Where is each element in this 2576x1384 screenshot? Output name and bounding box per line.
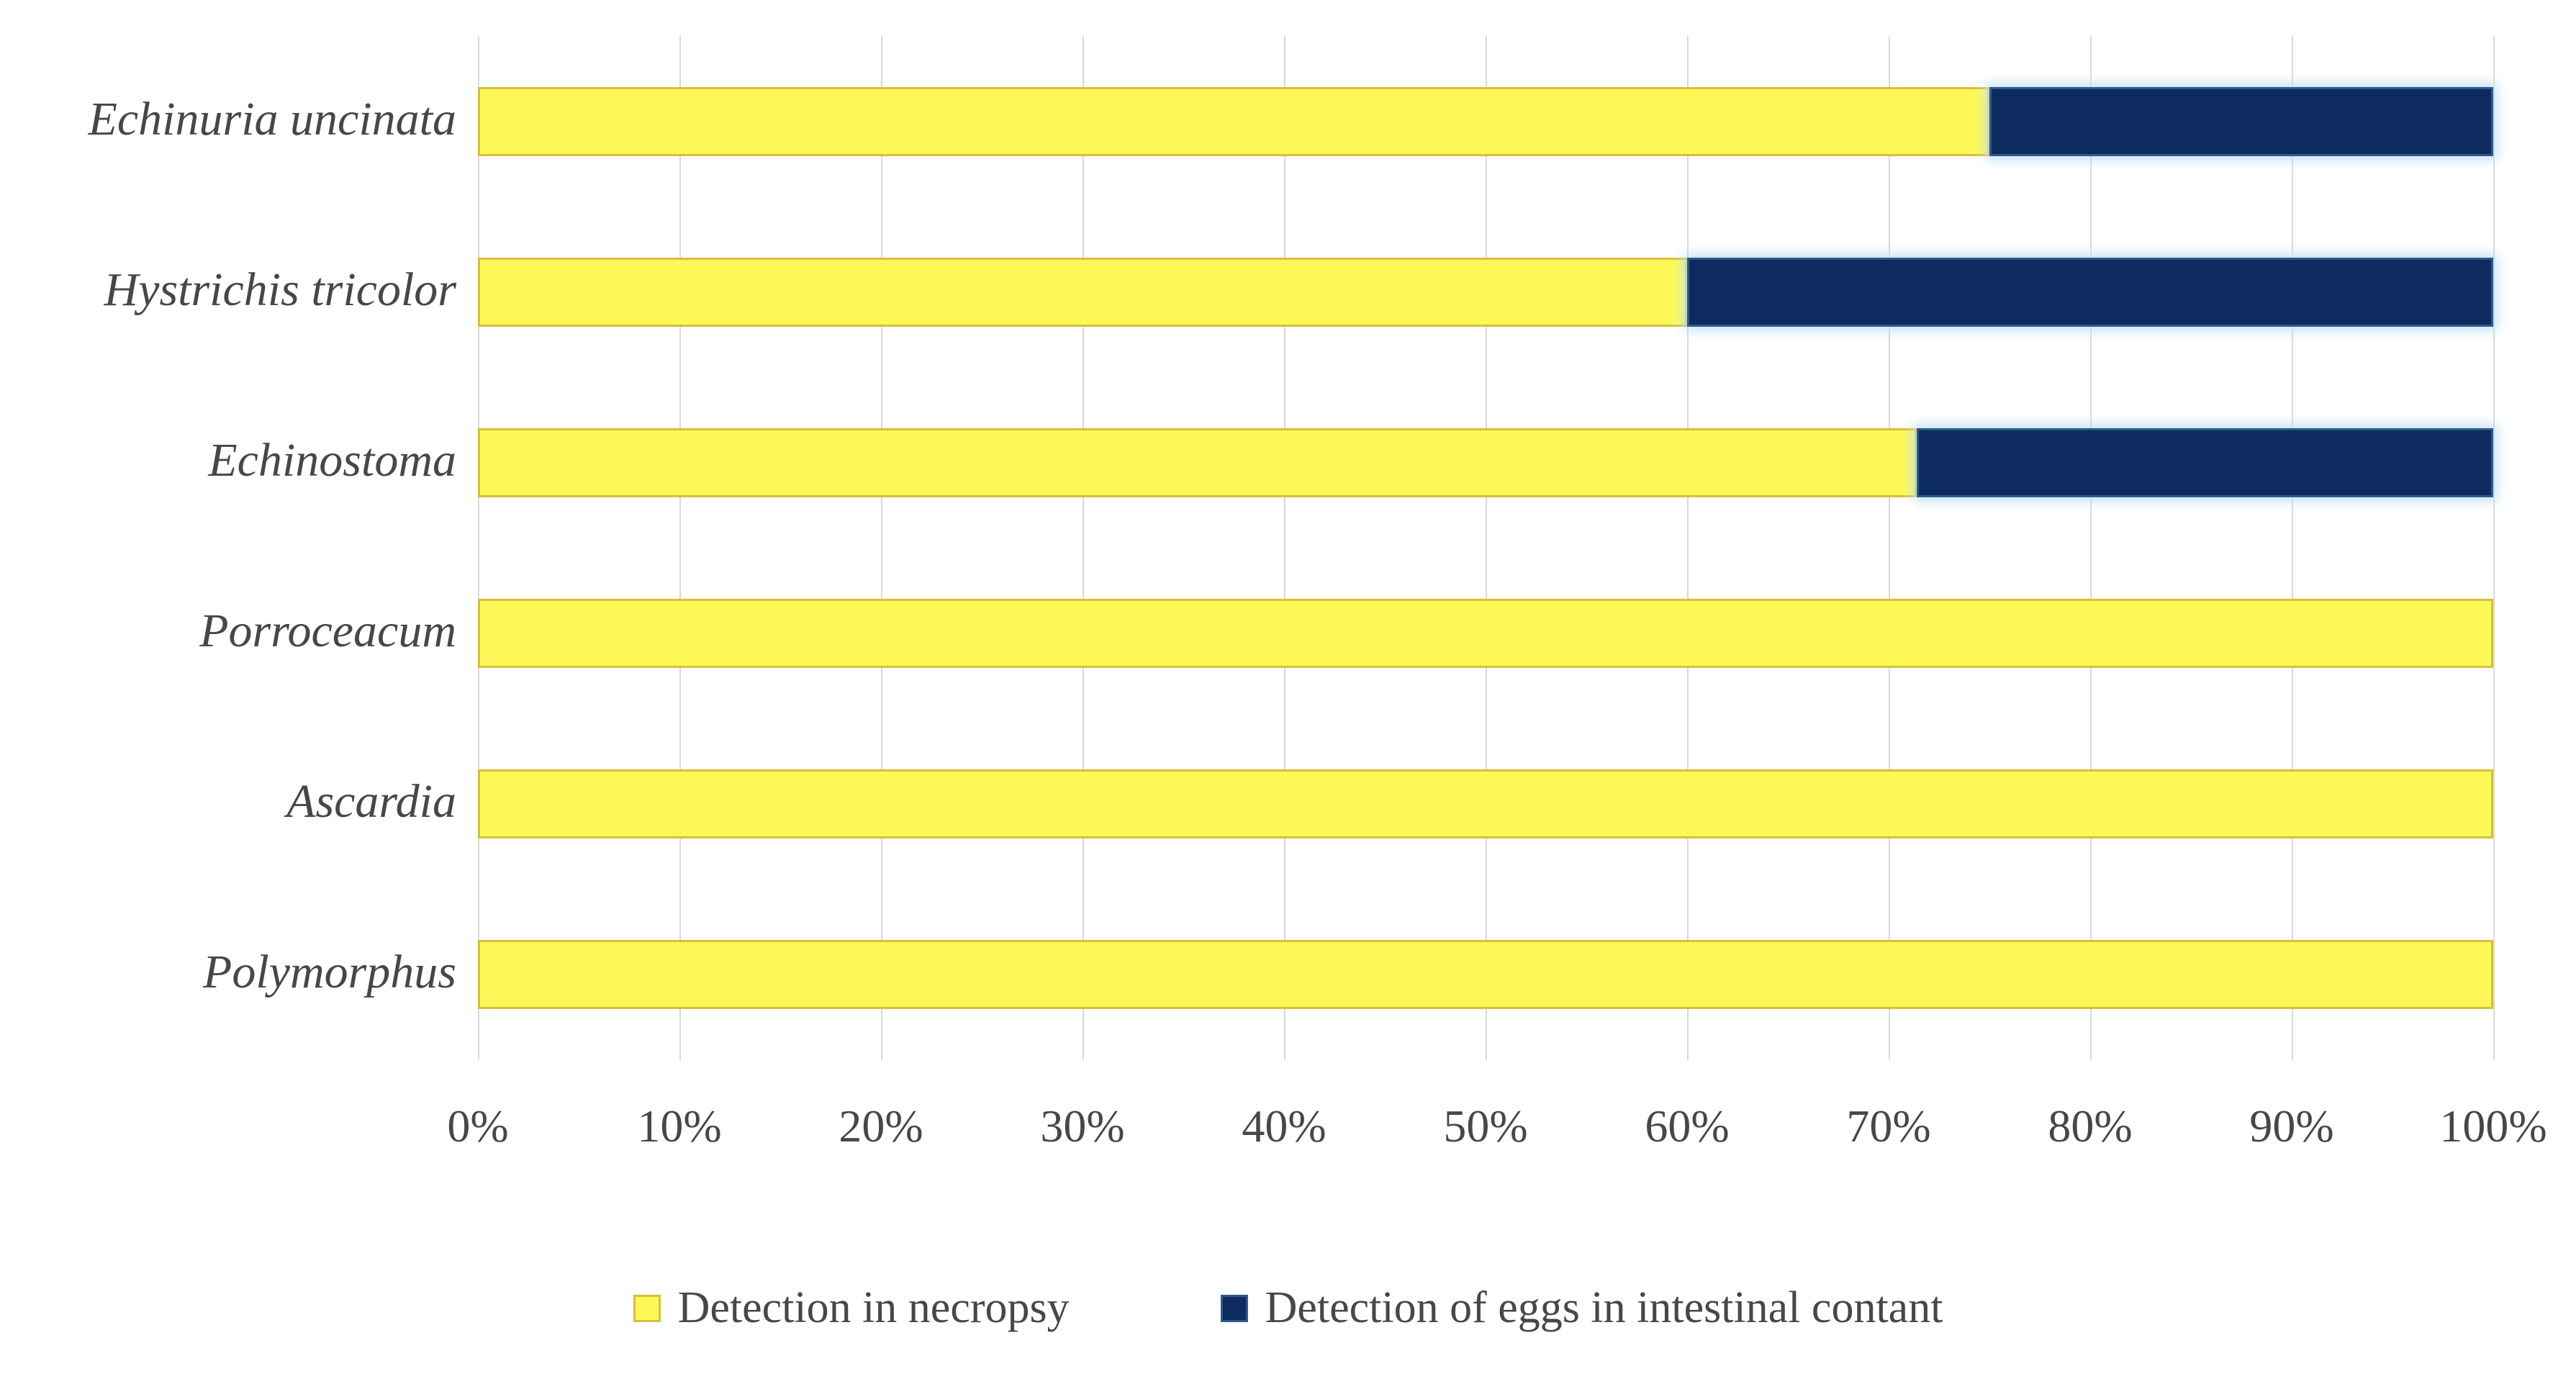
x-tick-label: 80% [2048,1100,2133,1152]
x-tick-label: 40% [1242,1100,1327,1152]
gridline-40% [1284,36,1285,1060]
gridline-80% [2090,36,2092,1060]
bar-segment-eggs [1687,257,2493,327]
legend-swatch-eggs-icon [1220,1294,1248,1322]
gridline-0% [478,36,479,1060]
bar-segment-necropsy [478,428,1917,497]
gridline-70% [1889,36,1890,1060]
bar-row-4 [478,548,2493,719]
x-tick-label: 0% [447,1100,509,1152]
category-label: Echinuria uncinata [88,92,456,145]
stacked-bar [478,428,2493,497]
stacked-bar [478,940,2493,1010]
x-tick-label: 30% [1040,1100,1125,1152]
stacked-bar [478,86,2493,156]
legend-entry-necropsy: Detection in necropsy [633,1283,1070,1334]
bar-row-6 [478,890,2493,1060]
gridline-100% [2493,36,2495,1060]
legend-label-necropsy: Detection in necropsy [677,1283,1070,1332]
category-label: Echinostoma [208,433,456,487]
legend-swatch-necropsy-icon [633,1294,661,1322]
bar-row-3 [478,377,2493,548]
category-label: Ascardia [286,775,456,828]
bar-segment-necropsy [478,769,2493,839]
x-tick-label: 100% [2439,1100,2547,1152]
x-tick-label: 90% [2249,1100,2334,1152]
x-tick-label: 50% [1443,1100,1528,1152]
bar-segment-eggs [1917,428,2493,497]
bar-row-1 [478,36,2493,207]
gridline-90% [2292,36,2293,1060]
category-label: Polymorphus [203,946,456,999]
category-label: Porroceacum [199,605,456,658]
bar-row-2 [478,207,2493,377]
x-tick-label: 60% [1645,1100,1730,1152]
gridline-20% [881,36,882,1060]
legend-label-eggs: Detection of eggs in intestinal contant [1265,1283,1943,1332]
bar-segment-necropsy [478,257,1687,327]
stacked-bar [478,257,2493,327]
bar-row-5 [478,719,2493,890]
x-tick-label: 10% [637,1100,722,1152]
gridline-60% [1687,36,1689,1060]
stacked-bar [478,599,2493,669]
gridline-50% [1486,36,1487,1060]
gridline-30% [1083,36,1084,1060]
bar-segment-eggs [1989,86,2493,156]
category-label: Hystrichis tricolor [104,263,457,316]
plot-area [478,36,2495,1060]
legend-entry-eggs: Detection of eggs in intestinal contant [1220,1283,1943,1334]
legend: Detection in necropsy Detection of eggs … [0,1283,2576,1334]
bar-segment-necropsy [478,86,1989,156]
stacked-bar [478,769,2493,839]
bar-segment-necropsy [478,599,2493,669]
x-tick-label: 70% [1846,1100,1931,1152]
x-tick-label: 20% [839,1100,923,1152]
gridline-10% [679,36,681,1060]
bar-segment-necropsy [478,940,2493,1010]
